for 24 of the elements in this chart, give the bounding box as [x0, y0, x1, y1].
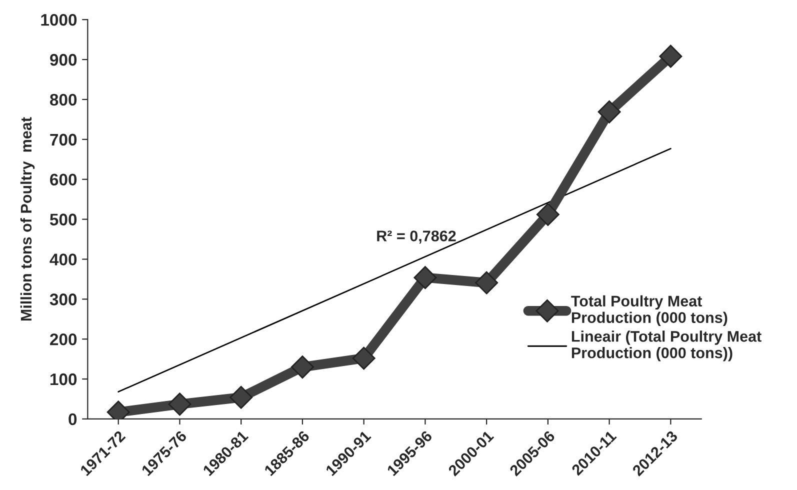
point	[598, 100, 621, 124]
point	[352, 346, 376, 370]
point	[475, 271, 498, 294]
y-axis-title: Million tons of Poultry meat	[20, 117, 35, 321]
y-tick-label: 300	[50, 294, 77, 306]
y-tick-label: 200	[50, 333, 77, 346]
y-tick-label: 500	[50, 214, 77, 226]
y-tick-label: 700	[50, 134, 77, 146]
point	[659, 44, 682, 68]
point	[168, 392, 192, 416]
point	[414, 266, 437, 290]
y-tick-label: 900	[50, 54, 77, 66]
y-tick-label: 100	[50, 373, 77, 386]
point	[290, 356, 314, 379]
y-tick-label: 600	[50, 174, 77, 186]
point	[230, 386, 253, 409]
legend-label: Total Poultry Meat Production (000 tons)	[571, 295, 728, 326]
y-tick-label: 800	[50, 94, 77, 106]
annotation: R² = 0,7862	[377, 230, 456, 244]
y-tick-label: 1000	[41, 14, 77, 26]
legend-label: Lineair (Total Poultry Meat Production (000 tons))	[572, 330, 762, 362]
y-tick-label: 400	[50, 254, 77, 266]
y-tick-label: 0	[68, 413, 77, 426]
point	[536, 202, 560, 226]
